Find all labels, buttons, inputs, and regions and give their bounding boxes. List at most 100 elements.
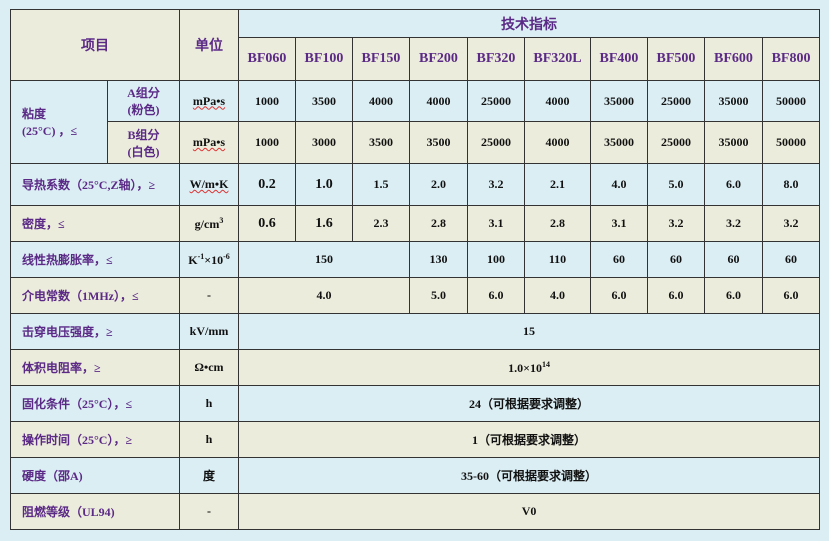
flame-unit: - <box>179 493 239 530</box>
density-value: 2.8 <box>409 205 468 242</box>
cte-value: 60 <box>647 241 705 278</box>
curing-unit: h <box>179 385 239 422</box>
thermal-value: 8.0 <box>761 163 821 206</box>
thermal-value: 2.0 <box>409 163 468 206</box>
viscosity-b-value: 25000 <box>647 121 705 164</box>
dielectric-value: 6.0 <box>704 277 763 314</box>
thermal-label: 导热系数（25°C,Z轴），≥ <box>10 163 180 206</box>
cte-value: 60 <box>704 241 763 278</box>
worktime-value: 1（可根据要求调整） <box>237 421 821 458</box>
viscosity-a-value: 35000 <box>590 80 648 122</box>
resistivity-row: 体积电阻率，≥ Ω•cm 1.0×1014 <box>10 349 821 386</box>
density-value: 3.1 <box>590 205 648 242</box>
hardness-row: 硬度（邵A) 度 35-60（可根据要求调整） <box>10 457 821 494</box>
viscosity-b-value: 3000 <box>295 121 353 164</box>
dielectric-value: 5.0 <box>409 277 468 314</box>
resistivity-value: 1.0×1014 <box>237 349 821 386</box>
hardness-value: 35-60（可根据要求调整） <box>237 457 821 494</box>
model-header: BF150 <box>352 37 410 81</box>
viscosity-b-value: 4000 <box>524 121 591 164</box>
cte-unit: K-1×10-6 <box>179 241 239 278</box>
viscosity-b-row: B组分 (白色) mPa•s 1000 3000 3500 3500 25000 4000 3… <box>11 121 821 164</box>
dielectric-value: 6.0 <box>647 277 705 314</box>
density-value: 2.3 <box>352 205 410 242</box>
spec-table: 项目 单位 技术指标 BF060 BF100 BF150 BF200 BF320 BF32… <box>10 9 821 530</box>
thermal-value: 1.5 <box>352 163 410 206</box>
viscosity-b-value: 3500 <box>409 121 468 164</box>
component-b-label: B组分 (白色) <box>107 121 180 164</box>
header-unit: 单位 <box>179 9 239 81</box>
thermal-value: 5.0 <box>647 163 705 206</box>
thermal-row: 导热系数（25°C,Z轴），≥ W/m•K 0.2 1.0 1.5 2.0 3.2 2.1… <box>10 163 821 206</box>
model-header: BF320L <box>524 37 591 81</box>
density-value: 3.2 <box>704 205 763 242</box>
curing-value: 24（可根据要求调整） <box>237 385 821 422</box>
model-header: BF600 <box>704 37 763 81</box>
density-unit: g/cm3 <box>179 205 239 242</box>
curing-label: 固化条件（25°C），≤ <box>10 385 180 422</box>
model-header: BF800 <box>761 37 821 81</box>
density-row: 密度，≤ g/cm3 0.6 1.6 2.3 2.8 3.1 2.8 3.1 3.2 3.2 3.… <box>10 205 821 242</box>
model-header: BF100 <box>295 37 353 81</box>
viscosity-a-row: 粘度 (25°C) ，≤ A组分 (粉色) mPa•s 1000 3500 4000 40… <box>10 80 821 164</box>
density-value: 0.6 <box>238 205 296 242</box>
header-item: 项目 <box>10 9 180 81</box>
model-row: BF060 BF100 BF150 BF200 BF320 BF320L BF400 BF50… <box>11 37 821 81</box>
viscosity-a-value: 35000 <box>704 80 763 122</box>
resistivity-label: 体积电阻率，≥ <box>10 349 180 386</box>
model-header: BF320 <box>467 37 525 81</box>
thermal-value: 4.0 <box>590 163 648 206</box>
cte-row: 线性热膨胀率，≤ K-1×10-6 150 130 100 110 60 60 60 60 <box>10 241 821 278</box>
density-value: 3.1 <box>467 205 525 242</box>
cte-value: 60 <box>590 241 648 278</box>
viscosity-a-value: 4000 <box>524 80 591 122</box>
breakdown-label: 击穿电压强度，≥ <box>10 313 180 350</box>
breakdown-unit: kV/mm <box>179 313 239 350</box>
worktime-unit: h <box>179 421 239 458</box>
viscosity-b-unit: mPa•s <box>179 121 239 164</box>
hardness-unit: 度 <box>179 457 239 494</box>
viscosity-a-unit: mPa•s <box>179 80 239 122</box>
dielectric-value: 6.0 <box>590 277 648 314</box>
breakdown-row: 击穿电压强度，≥ kV/mm 15 <box>10 313 821 350</box>
cte-value: 150 <box>238 241 410 278</box>
cte-label: 线性热膨胀率，≤ <box>10 241 180 278</box>
model-header: BF060 <box>238 37 296 81</box>
density-value: 1.6 <box>295 205 353 242</box>
worktime-label: 操作时间（25°C），≥ <box>10 421 180 458</box>
density-value: 2.8 <box>524 205 591 242</box>
viscosity-a-value: 25000 <box>647 80 705 122</box>
viscosity-a-value: 4000 <box>352 80 410 122</box>
model-header: BF400 <box>590 37 648 81</box>
density-value: 3.2 <box>647 205 705 242</box>
viscosity-a-value: 3500 <box>295 80 353 122</box>
viscosity-a-value: 4000 <box>409 80 468 122</box>
header-spec: 技术指标 <box>237 9 821 38</box>
viscosity-b-value: 3500 <box>352 121 410 164</box>
viscosity-label: 粘度 (25°C) ，≤ <box>10 80 108 164</box>
viscosity-a-value: 50000 <box>761 80 821 122</box>
thermal-value: 3.2 <box>467 163 525 206</box>
dielectric-value: 4.0 <box>524 277 591 314</box>
viscosity-a-value: 1000 <box>238 80 296 122</box>
flame-row: 阻燃等级（UL94) - V0 <box>10 493 821 530</box>
flame-value: V0 <box>237 493 821 530</box>
thermal-value: 0.2 <box>238 163 296 206</box>
curing-row: 固化条件（25°C），≤ h 24（可根据要求调整） <box>10 385 821 422</box>
dielectric-label: 介电常数（1MHz），≤ <box>10 277 180 314</box>
thermal-value: 6.0 <box>704 163 763 206</box>
hardness-label: 硬度（邵A) <box>10 457 180 494</box>
flame-label: 阻燃等级（UL94) <box>10 493 180 530</box>
worktime-row: 操作时间（25°C），≥ h 1（可根据要求调整） <box>10 421 821 458</box>
dielectric-value: 6.0 <box>467 277 525 314</box>
thermal-unit: W/m•K <box>179 163 239 206</box>
viscosity-b-value: 50000 <box>761 121 821 164</box>
dielectric-value: 4.0 <box>238 277 410 314</box>
thermal-value: 2.1 <box>524 163 591 206</box>
viscosity-a-value: 25000 <box>467 80 525 122</box>
model-header: BF500 <box>647 37 705 81</box>
viscosity-b-value: 35000 <box>704 121 763 164</box>
dielectric-value: 6.0 <box>761 277 821 314</box>
cte-value: 60 <box>761 241 821 278</box>
density-value: 3.2 <box>761 205 821 242</box>
